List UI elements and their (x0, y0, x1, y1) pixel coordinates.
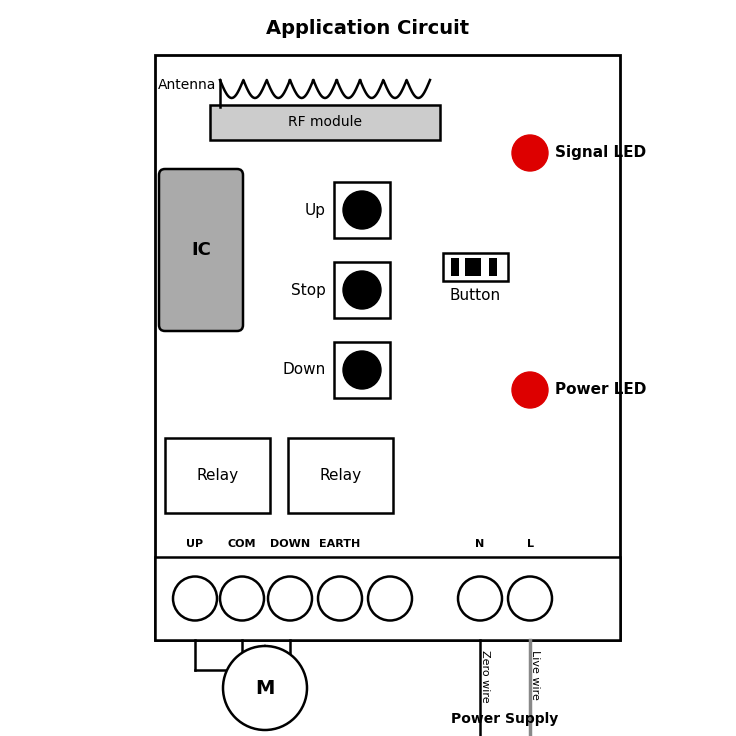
Bar (443, 253, 508, 281)
Text: N: N (475, 539, 484, 549)
Bar (334, 342, 390, 398)
Text: M: M (255, 679, 275, 698)
Bar (451, 258, 459, 276)
Text: Stop: Stop (291, 283, 326, 297)
Text: UP: UP (186, 539, 204, 549)
Bar (165, 438, 270, 513)
Circle shape (318, 576, 362, 620)
Text: L: L (526, 539, 534, 549)
Circle shape (223, 646, 307, 730)
Circle shape (343, 351, 381, 389)
Circle shape (458, 576, 502, 620)
Text: Up: Up (305, 202, 326, 218)
Circle shape (173, 576, 217, 620)
Text: EARTH: EARTH (319, 539, 361, 549)
Circle shape (268, 576, 312, 620)
Text: Power Supply: Power Supply (451, 712, 559, 726)
Bar (288, 438, 393, 513)
Text: Signal LED: Signal LED (555, 146, 646, 160)
Circle shape (343, 191, 381, 229)
Circle shape (368, 576, 412, 620)
Bar (155, 55, 620, 640)
Text: RF module: RF module (288, 116, 362, 130)
Text: IC: IC (191, 241, 211, 259)
Text: Zero wire: Zero wire (480, 650, 490, 703)
Circle shape (512, 135, 548, 171)
Text: Application Circuit: Application Circuit (266, 18, 470, 38)
Circle shape (343, 271, 381, 309)
Text: Antenna: Antenna (158, 78, 216, 92)
Text: Down: Down (283, 363, 326, 378)
FancyBboxPatch shape (159, 169, 243, 331)
Bar (210, 105, 440, 140)
Text: COM: COM (227, 539, 256, 549)
Bar (465, 258, 481, 276)
Bar (334, 262, 390, 318)
Text: Power LED: Power LED (555, 383, 646, 397)
Text: DOWN: DOWN (270, 539, 310, 549)
Circle shape (220, 576, 264, 620)
Circle shape (512, 372, 548, 408)
Text: Relay: Relay (319, 468, 361, 483)
Text: Relay: Relay (197, 468, 238, 483)
Text: Button: Button (450, 288, 501, 302)
Bar (155, 557, 620, 640)
Bar (489, 258, 497, 276)
Circle shape (508, 576, 552, 620)
Text: Live wire: Live wire (530, 650, 540, 700)
Bar (334, 182, 390, 238)
